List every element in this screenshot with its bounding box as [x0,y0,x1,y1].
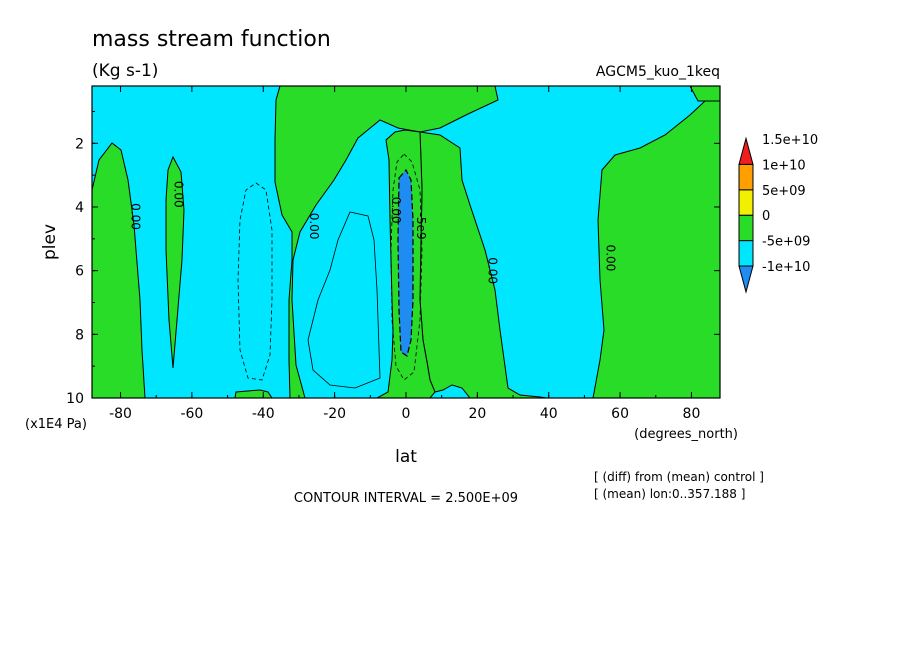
contour-interval: CONTOUR INTERVAL = 2.500E+09 [294,491,518,506]
y-tick-label: 10 [66,391,84,407]
contour-label: 0.00 [172,181,186,208]
x-axis-units: (degrees_north) [634,427,738,442]
contour-label: 0.00 [389,197,403,224]
contour-plus-2p5e9 [307,211,381,389]
contour-minus-2p5e9-equator [390,153,423,381]
x-tick-label: -20 [323,406,346,422]
x-tick-label: 0 [402,406,411,422]
contour-label: 0.00 [603,245,617,272]
x-tick-label: 20 [468,406,486,422]
colorbar-label: -5e+09 [762,235,810,250]
chart-title: mass stream function [92,27,331,52]
y-tick-label: 2 [75,136,84,152]
x-tick-label: 80 [683,406,701,422]
y-tick-label: 4 [75,200,84,216]
contour-label: 0.00 [307,213,321,240]
y-tick-label: 6 [75,264,84,280]
x-axis: -80 -60 -40 -20 0 20 40 60 80 [109,86,700,422]
colorbar-label: 0 [762,209,770,224]
x-tick-label: -60 [180,406,203,422]
colorbar-box [738,163,754,191]
contour-label: 0.00 [486,257,500,284]
region-negative-minimum [397,168,414,357]
contour-labels: 0.00 0.00 0.00 0.00 -5e9 0.00 0.00 [129,181,618,284]
y-axis-units: (x1E4 Pa) [25,417,87,432]
run-label: AGCM5_kuo_1keq [596,64,720,80]
region-positive-central-south [234,86,499,398]
contour-field [92,86,720,398]
colorbar-label: 1e+10 [762,158,806,173]
chart-units: (Kg s-1) [92,61,158,81]
colorbar-label: 5e+09 [762,184,806,199]
region-positive-top-right [689,86,720,102]
colorbar-label: 1.5e+10 [762,133,818,148]
x-tick-label: -80 [109,406,132,422]
region-positive-north [592,100,720,398]
colorbar-extend-low [738,265,754,294]
colorbar-box [738,214,754,242]
contour-label: 0.00 [129,203,143,230]
y-tick-label: 8 [75,327,84,343]
x-tick-label: 40 [540,406,558,422]
note-mean: [ (mean) lon:0..357.188 ] [594,487,745,501]
colorbar-extend-high [738,136,754,165]
colorbar-box [738,189,754,216]
x-axis-label: lat [395,447,417,467]
y-axis: 2 4 6 8 10 [66,110,720,407]
colorbar: -1e+10 -5e+09 0 5e+09 1e+10 1.5e+10 [738,133,818,294]
colorbar-label: -1e+10 [762,260,810,275]
contour-label: -5e9 [414,213,428,240]
colorbar-box [738,240,754,267]
y-axis-label: plev [40,224,60,260]
contour-minus-2p5e9-south [237,182,273,381]
note-diff: [ (diff) from (mean) control ] [594,470,764,484]
region-positive-south-edge [92,142,146,398]
x-tick-label: -40 [252,406,275,422]
x-tick-label: 60 [611,406,629,422]
region-positive-60s-filament [165,155,185,369]
